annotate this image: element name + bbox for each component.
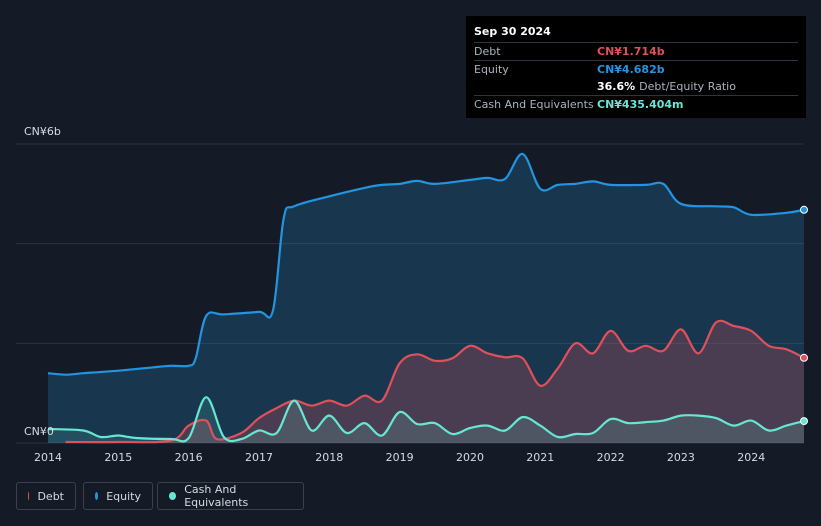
equity-line <box>47 152 805 376</box>
debt-dot-icon <box>28 492 30 500</box>
equity-end-point <box>800 205 808 214</box>
tooltip-equity-value: CN¥4.682b <box>597 63 665 76</box>
cash-and-equivalents-end-point <box>800 417 808 426</box>
end-dots <box>800 205 808 426</box>
tooltip-panel: Sep 30 2024 Debt CN¥1.714b Equity CN¥4.6… <box>466 16 806 118</box>
tooltip-debt-value: CN¥1.714b <box>597 45 665 58</box>
debt-line <box>65 319 805 444</box>
tooltip-row-equity: Equity CN¥4.682b <box>474 60 798 78</box>
x-tick-label: 2017 <box>245 451 273 464</box>
tooltip-row-debt: Debt CN¥1.714b <box>474 42 798 60</box>
x-tick-label: 2022 <box>597 451 625 464</box>
tooltip-equity-label: Equity <box>474 63 509 76</box>
x-tick-label: 2023 <box>667 451 695 464</box>
x-axis: 2014 2015 2016 2017 2018 2019 2020 2021 2022 2023… <box>34 451 765 464</box>
legend-cash-label: Cash And Equivalents <box>184 483 249 509</box>
tooltip-ratio-label: Debt/Equity Ratio <box>639 80 736 93</box>
legend-debt-label: Debt <box>37 489 64 503</box>
tooltip-row-ratio: 36.6% Debt/Equity Ratio <box>474 78 798 95</box>
x-tick-label: 2015 <box>104 451 132 464</box>
grid-layer <box>16 143 804 444</box>
cash-and-equivalents-area <box>48 397 804 443</box>
x-tick-label: 2020 <box>456 451 484 464</box>
debt-area <box>65 320 805 443</box>
legend-item-equity[interactable]: Equity <box>83 482 153 510</box>
y-axis-zero-label: CN¥0 <box>24 425 54 438</box>
cash-and-equivalents-line <box>47 396 805 443</box>
y-axis-top-label: CN¥6b <box>24 125 61 138</box>
equity-area <box>48 153 804 443</box>
tooltip-debt-label: Debt <box>474 45 501 58</box>
legend-equity-label: Equity <box>106 489 141 503</box>
area-layer <box>48 153 805 443</box>
tooltip-date: Sep 30 2024 <box>474 25 551 38</box>
line-layer <box>47 152 805 444</box>
x-tick-label: 2024 <box>737 451 765 464</box>
tooltip-row-cash: Cash And Equivalents CN¥435.404m <box>474 95 798 113</box>
x-tick-label: 2018 <box>315 451 343 464</box>
x-tick-label: 2019 <box>386 451 414 464</box>
legend-item-debt[interactable]: Debt <box>16 482 76 510</box>
equity-dot-icon <box>95 492 99 500</box>
debt-end-point <box>800 353 808 362</box>
x-tick-label: 2014 <box>34 451 62 464</box>
tooltip-ratio-value: 36.6% <box>597 80 636 93</box>
x-tick-label: 2016 <box>175 451 203 464</box>
cash-dot-icon <box>169 492 177 500</box>
tooltip-cash-label: Cash And Equivalents <box>474 98 594 111</box>
tooltip-cash-value: CN¥435.404m <box>597 98 684 111</box>
x-tick-label: 2021 <box>526 451 554 464</box>
legend-item-cash[interactable]: Cash And Equivalents <box>157 482 304 510</box>
